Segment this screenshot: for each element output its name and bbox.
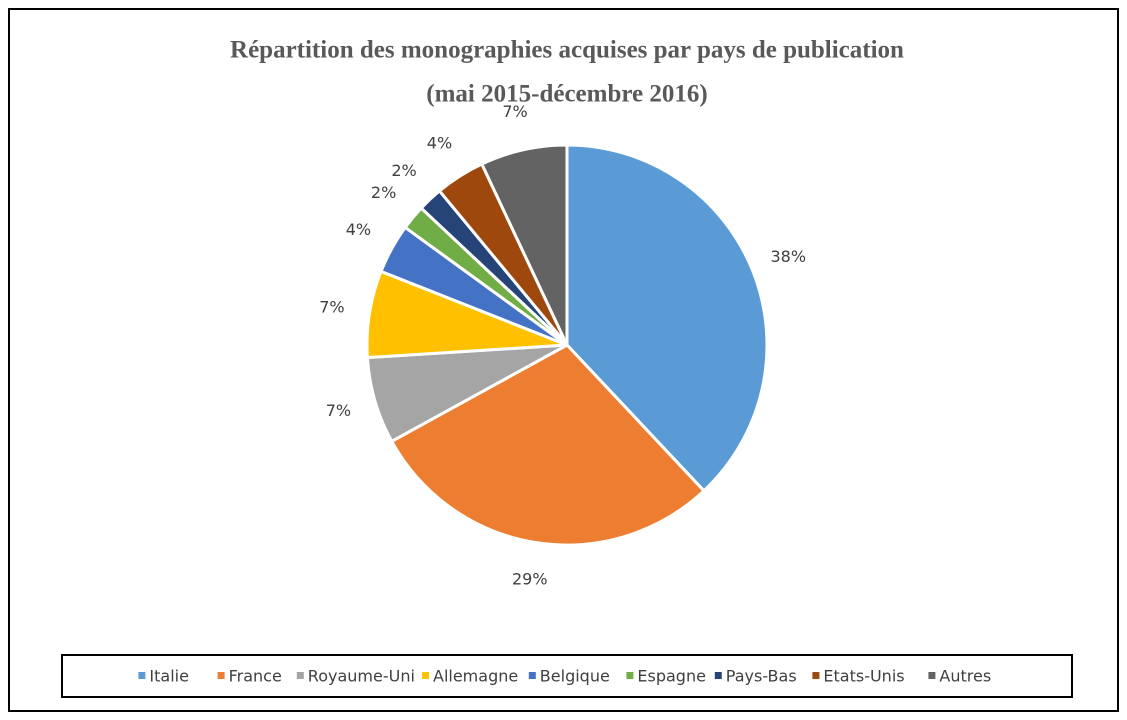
chart-title: Répartition des monographies acquises pa… xyxy=(230,37,904,64)
legend-swatch xyxy=(528,672,536,679)
legend-label: Pays-Bas xyxy=(726,667,797,686)
data-label: 7% xyxy=(326,401,351,420)
legend-swatch xyxy=(138,672,146,679)
legend-label: Etats-Unis xyxy=(823,667,904,686)
data-label: 7% xyxy=(502,102,527,121)
pie-slice xyxy=(389,343,707,547)
data-label: 29% xyxy=(512,570,548,589)
chart-subtitle: (mai 2015-décembre 2016) xyxy=(426,81,707,108)
data-label: 2% xyxy=(391,161,416,180)
pie-slice xyxy=(565,143,769,493)
legend-swatch xyxy=(217,672,225,679)
legend-label: Royaume-Uni xyxy=(308,667,415,686)
legend-label: Belgique xyxy=(540,667,610,686)
data-label: 38% xyxy=(771,247,807,266)
legend-swatch xyxy=(626,672,634,679)
legend-label: Autres xyxy=(939,667,991,686)
data-label: 2% xyxy=(371,183,396,202)
legend-swatch xyxy=(296,672,304,679)
data-label: 4% xyxy=(427,134,452,153)
legend-swatch xyxy=(928,672,936,679)
data-label: 7% xyxy=(319,297,344,316)
data-label: 4% xyxy=(346,220,371,239)
legend-box xyxy=(61,654,1073,698)
legend-label: France xyxy=(229,667,282,686)
pie-slice xyxy=(479,143,569,346)
legend-swatch xyxy=(422,672,429,679)
legend-label: Espagne xyxy=(637,667,706,686)
legend-label: Italie xyxy=(149,667,189,686)
legend-swatch xyxy=(714,672,722,679)
legend-label: Allemagne xyxy=(433,667,518,686)
legend-swatch xyxy=(812,672,820,679)
